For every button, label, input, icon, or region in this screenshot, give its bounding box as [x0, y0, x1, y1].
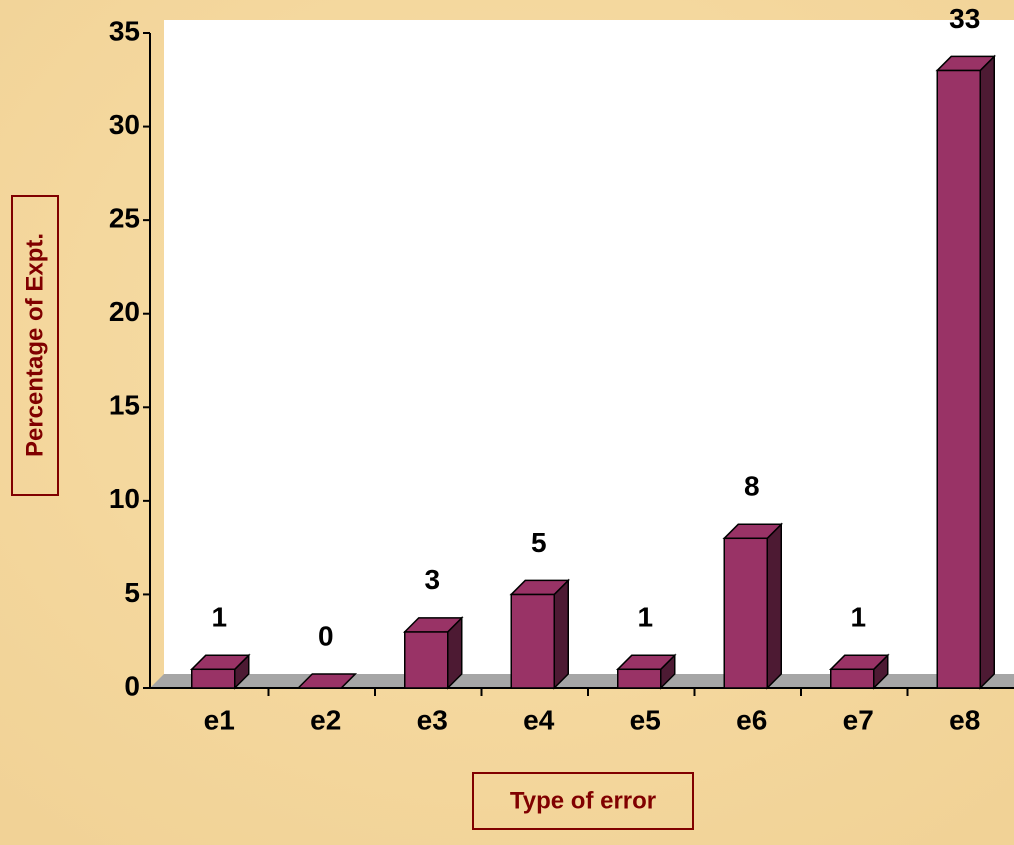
data-label: 0 — [318, 620, 334, 651]
bar-front — [936, 69, 981, 689]
data-label: 5 — [531, 527, 547, 558]
y-tick-label: 5 — [124, 577, 140, 608]
bar-top — [402, 617, 464, 633]
x-tick-label: e2 — [310, 704, 341, 735]
x-tick-label: e6 — [736, 704, 767, 735]
y-tick-label: 0 — [124, 670, 140, 701]
bar-top — [509, 579, 571, 596]
bar-front — [510, 593, 555, 689]
x-tick-label: e4 — [523, 704, 555, 735]
bar-front — [617, 668, 662, 689]
bar-top — [189, 654, 251, 671]
y-tick-label: 30 — [109, 109, 140, 140]
data-label: 1 — [850, 602, 866, 633]
data-label: 3 — [424, 564, 440, 595]
x-tick-label: e8 — [949, 704, 980, 735]
x-tick-label: e3 — [417, 704, 448, 735]
bar-side — [553, 578, 569, 690]
bar-top — [722, 523, 784, 540]
x-tick-label: e7 — [843, 704, 874, 735]
y-axis-label: Percentage of Expt. — [21, 233, 48, 457]
data-label: 8 — [744, 471, 760, 502]
x-tick-label: e1 — [204, 704, 235, 735]
bar-front — [404, 631, 449, 689]
data-label: 33 — [949, 3, 980, 34]
y-tick-label: 35 — [109, 15, 140, 46]
y-tick-label: 25 — [109, 203, 140, 234]
x-label-box — [472, 772, 694, 830]
y-tick-label: 20 — [109, 296, 140, 327]
data-label: 1 — [637, 602, 653, 633]
x-tick-label: e5 — [630, 704, 661, 735]
y-tick-label: 15 — [109, 390, 140, 421]
bar-top — [935, 55, 997, 72]
bar-top — [828, 654, 890, 671]
y-tick-label: 10 — [109, 483, 140, 514]
y-label-box — [11, 195, 59, 496]
bar-side — [979, 54, 995, 690]
bar-front — [830, 668, 875, 689]
x-axis-label: Type of error — [510, 787, 656, 814]
bar-front — [191, 668, 236, 689]
bar-front — [723, 537, 768, 689]
plot-area — [164, 20, 1014, 674]
bar-top — [615, 654, 677, 671]
floor — [150, 674, 1014, 688]
bar-side — [766, 522, 782, 690]
bar-top — [296, 673, 358, 689]
data-label: 1 — [211, 602, 227, 633]
